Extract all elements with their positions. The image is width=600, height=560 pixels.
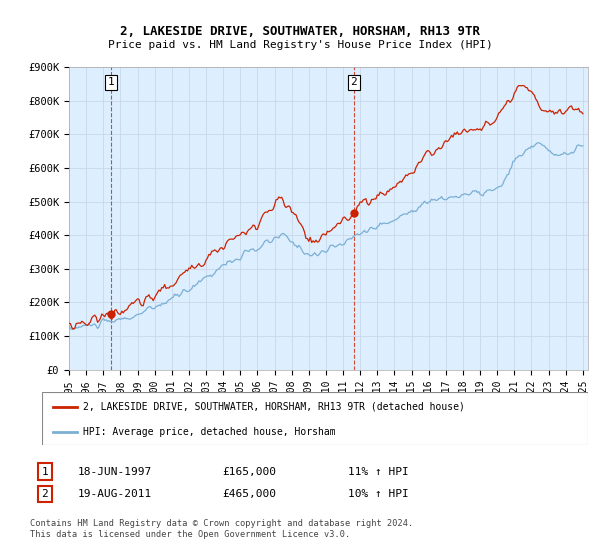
Text: Contains HM Land Registry data © Crown copyright and database right 2024.
This d: Contains HM Land Registry data © Crown c… [30, 520, 413, 539]
Text: 2, LAKESIDE DRIVE, SOUTHWATER, HORSHAM, RH13 9TR (detached house): 2, LAKESIDE DRIVE, SOUTHWATER, HORSHAM, … [83, 402, 465, 412]
Text: 10% ↑ HPI: 10% ↑ HPI [348, 489, 409, 499]
Text: 1: 1 [108, 77, 115, 87]
FancyBboxPatch shape [42, 392, 588, 445]
Text: 2: 2 [41, 489, 49, 499]
Text: Price paid vs. HM Land Registry's House Price Index (HPI): Price paid vs. HM Land Registry's House … [107, 40, 493, 50]
Text: 11% ↑ HPI: 11% ↑ HPI [348, 466, 409, 477]
Text: 1: 1 [41, 466, 49, 477]
Text: 18-JUN-1997: 18-JUN-1997 [78, 466, 152, 477]
Text: £465,000: £465,000 [222, 489, 276, 499]
Text: 2: 2 [350, 77, 357, 87]
Text: £165,000: £165,000 [222, 466, 276, 477]
Text: 2, LAKESIDE DRIVE, SOUTHWATER, HORSHAM, RH13 9TR: 2, LAKESIDE DRIVE, SOUTHWATER, HORSHAM, … [120, 25, 480, 38]
Text: HPI: Average price, detached house, Horsham: HPI: Average price, detached house, Hors… [83, 427, 335, 437]
Text: 19-AUG-2011: 19-AUG-2011 [78, 489, 152, 499]
